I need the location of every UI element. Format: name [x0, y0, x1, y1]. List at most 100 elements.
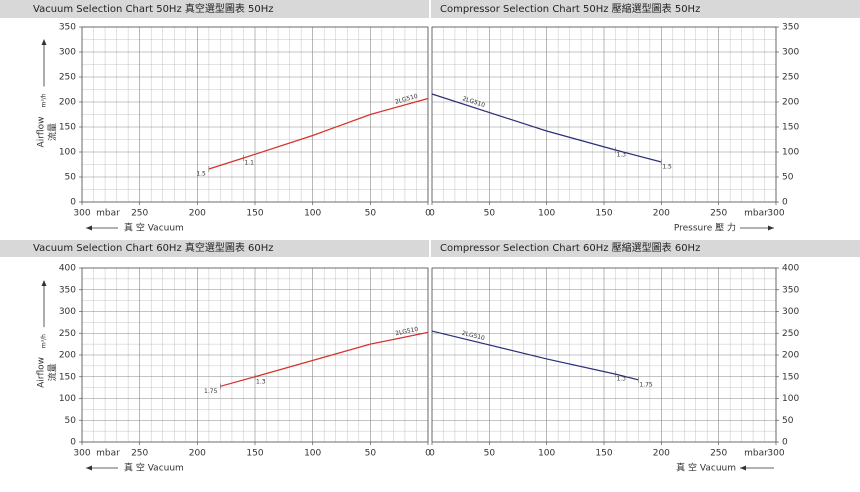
y-axis-label-cn: 流量 — [47, 123, 59, 141]
x-tick-label: 50 — [484, 209, 496, 219]
plot-frame — [431, 26, 777, 203]
y-tick-label: 300 — [59, 307, 76, 317]
y-tick-label: 200 — [59, 351, 76, 361]
y-tick-label: 200 — [782, 98, 799, 108]
y-tick-label: 50 — [782, 416, 794, 426]
x-tick-label: 0 — [425, 209, 431, 219]
y-tick-label: 50 — [65, 173, 77, 183]
series-line — [208, 97, 429, 170]
x-tick-label: 0 — [429, 449, 435, 459]
x-tick-label: 250 — [710, 209, 727, 219]
y-unit: m³/h — [41, 334, 48, 348]
y-unit: m³/h — [41, 93, 48, 107]
point-label: 1.75 — [639, 381, 653, 388]
x-tick-label: 250 — [131, 449, 148, 459]
series-line — [431, 93, 662, 163]
point-label: 1.1 — [244, 160, 254, 167]
y-tick-label: 150 — [59, 123, 76, 133]
series-name: 2LG510 — [461, 330, 485, 342]
x-unit: mbar — [744, 209, 768, 219]
axis-arrowhead — [768, 225, 774, 231]
y-tick-label: 350 — [59, 23, 76, 33]
chart-title: Compressor Selection Chart 50Hz 壓縮選型圖表 5… — [440, 2, 700, 15]
point-label: 1.3 — [616, 376, 626, 383]
plot-frame — [81, 267, 429, 443]
axis-arrowhead — [41, 280, 47, 286]
x-axis-label: 真 空 Vacuum — [124, 462, 184, 474]
y-tick-label: 300 — [782, 48, 799, 58]
y-tick-label: 100 — [782, 394, 799, 404]
x-axis-label: Pressure 壓 力 — [674, 222, 736, 234]
y-tick-label: 300 — [782, 307, 799, 317]
plot-frame — [431, 267, 777, 443]
x-tick-label: 200 — [653, 449, 670, 459]
y-axis-label: Airflow — [37, 357, 47, 388]
x-tick-label: 150 — [595, 449, 612, 459]
y-tick-label: 0 — [782, 198, 788, 208]
y-tick-label: 300 — [59, 48, 76, 58]
point-label: 1.75 — [204, 388, 218, 395]
y-tick-label: 250 — [59, 73, 76, 83]
y-tick-label: 200 — [782, 351, 799, 361]
y-tick-label: 0 — [70, 438, 76, 448]
x-axis-label: 真 空 Vacuum — [124, 222, 184, 234]
x-axis-label: 真 空 Vacuum — [676, 462, 736, 474]
y-tick-label: 150 — [59, 372, 76, 382]
x-tick-label: 250 — [131, 209, 148, 219]
axis-arrowhead — [86, 465, 92, 471]
axis-arrowhead — [86, 225, 92, 231]
plot-frame — [81, 26, 429, 203]
point-label: 1.5 — [662, 164, 672, 171]
x-unit: mbar — [96, 449, 120, 459]
y-tick-label: 250 — [782, 329, 799, 339]
y-tick-label: 0 — [70, 198, 76, 208]
y-axis-label: Airflow — [37, 117, 47, 148]
chart-title: Vacuum Selection Chart 60Hz 真空選型圖表 60Hz — [33, 241, 274, 254]
y-tick-label: 400 — [59, 264, 76, 274]
x-tick-label: 200 — [189, 209, 206, 219]
y-tick-label: 350 — [59, 285, 76, 295]
x-tick-label: 50 — [484, 449, 496, 459]
series-name: 2LG510 — [394, 93, 418, 106]
x-tick-label: 250 — [710, 449, 727, 459]
x-tick-label: 100 — [538, 209, 555, 219]
y-tick-label: 100 — [59, 148, 76, 158]
x-tick-label: 150 — [595, 209, 612, 219]
x-tick-label: 100 — [304, 449, 321, 459]
y-tick-label: 100 — [782, 148, 799, 158]
x-tick-label: 300 — [767, 209, 784, 219]
y-tick-label: 350 — [782, 23, 799, 33]
x-tick-label: 150 — [246, 209, 263, 219]
x-tick-label: 300 — [73, 209, 90, 219]
y-tick-label: 50 — [782, 173, 794, 183]
x-tick-label: 50 — [365, 209, 377, 219]
x-tick-label: 150 — [246, 449, 263, 459]
y-axis-label-cn: 流量 — [47, 363, 59, 381]
x-tick-label: 0 — [429, 209, 435, 219]
y-tick-label: 200 — [59, 98, 76, 108]
x-tick-label: 0 — [425, 449, 431, 459]
y-tick-label: 0 — [782, 438, 788, 448]
series-line — [431, 330, 639, 381]
x-tick-label: 50 — [365, 449, 377, 459]
axis-arrowhead — [740, 465, 746, 471]
x-tick-label: 100 — [538, 449, 555, 459]
x-tick-label: 200 — [189, 449, 206, 459]
chart-title: Vacuum Selection Chart 50Hz 真空選型圖表 50Hz — [33, 2, 274, 15]
y-tick-label: 150 — [782, 123, 799, 133]
point-label: 1.3 — [616, 152, 626, 159]
y-tick-label: 50 — [65, 416, 77, 426]
axis-arrowhead — [41, 39, 47, 45]
point-label: 1.3 — [256, 378, 266, 385]
series-line — [220, 331, 429, 387]
y-tick-label: 150 — [782, 372, 799, 382]
x-unit: mbar — [744, 449, 768, 459]
chart-title: Compressor Selection Chart 60Hz 壓縮選型圖表 6… — [440, 241, 700, 254]
y-tick-label: 250 — [59, 329, 76, 339]
x-tick-label: 300 — [73, 449, 90, 459]
y-tick-label: 250 — [782, 73, 799, 83]
x-tick-label: 200 — [653, 209, 670, 219]
point-label: 1.5 — [196, 171, 206, 178]
